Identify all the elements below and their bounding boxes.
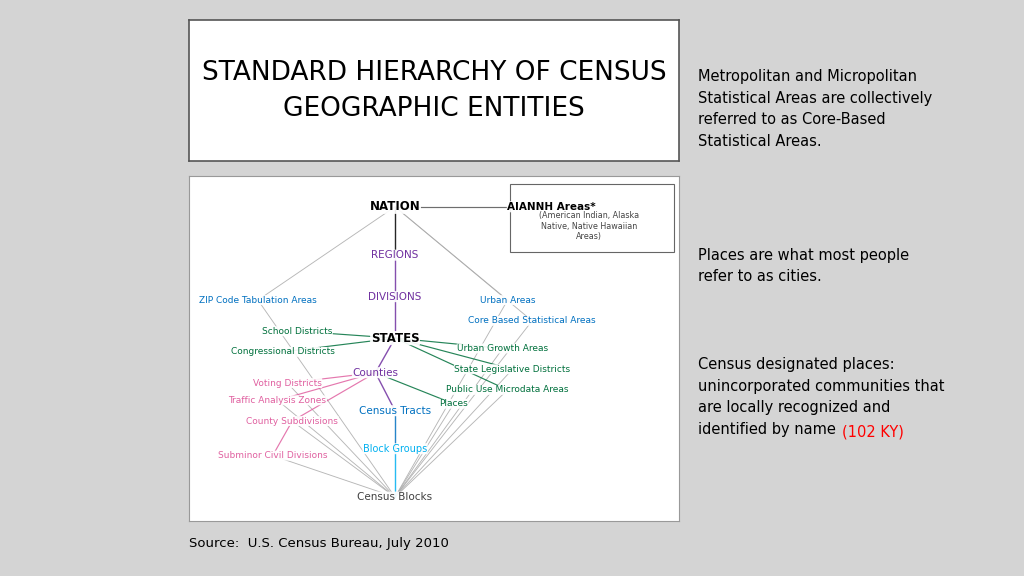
Text: School Districts: School Districts bbox=[262, 327, 333, 336]
Text: ZIP Code Tabulation Areas: ZIP Code Tabulation Areas bbox=[199, 295, 316, 305]
Text: STATES: STATES bbox=[371, 332, 420, 344]
Text: Places are what most people
refer to as cities.: Places are what most people refer to as … bbox=[698, 248, 909, 285]
Text: NATION: NATION bbox=[370, 200, 421, 213]
Text: Places: Places bbox=[439, 399, 468, 408]
Text: Block Groups: Block Groups bbox=[362, 444, 427, 454]
Text: Source:  U.S. Census Bureau, July 2010: Source: U.S. Census Bureau, July 2010 bbox=[189, 537, 450, 550]
Text: Subminor Civil Divisions: Subminor Civil Divisions bbox=[218, 451, 328, 460]
Text: DIVISIONS: DIVISIONS bbox=[369, 291, 422, 302]
Text: Traffic Analysis Zones: Traffic Analysis Zones bbox=[228, 396, 327, 405]
Text: Voting Districts: Voting Districts bbox=[253, 378, 322, 388]
Text: State Legislative Districts: State Legislative Districts bbox=[455, 365, 570, 374]
Text: STANDARD HIERARCHY OF CENSUS
GEOGRAPHIC ENTITIES: STANDARD HIERARCHY OF CENSUS GEOGRAPHIC … bbox=[202, 60, 667, 122]
Text: County Subdivisions: County Subdivisions bbox=[247, 416, 338, 426]
Text: (American Indian, Alaska
Native, Native Hawaiian
Areas): (American Indian, Alaska Native, Native … bbox=[539, 211, 639, 241]
Text: Metropolitan and Micropolitan
Statistical Areas are collectively
referred to as : Metropolitan and Micropolitan Statistica… bbox=[698, 69, 933, 149]
Bar bbox=[510, 184, 674, 252]
Text: Core Based Statistical Areas: Core Based Statistical Areas bbox=[468, 316, 596, 325]
Text: Census designated places:
unincorporated communities that
are locally recognized: Census designated places: unincorporated… bbox=[698, 357, 945, 437]
Text: Census Tracts: Census Tracts bbox=[359, 406, 431, 416]
Text: Census Blocks: Census Blocks bbox=[357, 492, 432, 502]
Text: (102 KY): (102 KY) bbox=[843, 425, 904, 440]
Text: REGIONS: REGIONS bbox=[372, 250, 419, 260]
Text: Congressional Districts: Congressional Districts bbox=[230, 347, 335, 357]
Text: Urban Areas: Urban Areas bbox=[480, 295, 536, 305]
Text: Counties: Counties bbox=[352, 367, 398, 378]
Text: Public Use Microdata Areas: Public Use Microdata Areas bbox=[446, 385, 569, 395]
Text: Urban Growth Areas: Urban Growth Areas bbox=[457, 344, 548, 353]
Text: AIANNH Areas*: AIANNH Areas* bbox=[507, 202, 596, 212]
